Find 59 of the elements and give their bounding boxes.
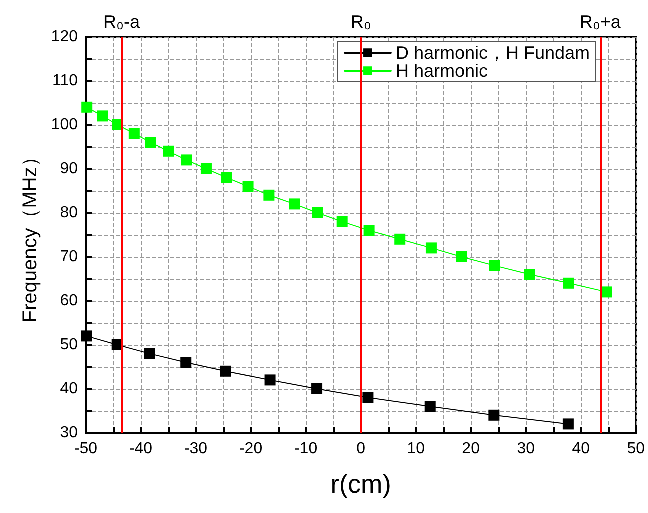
point bbox=[180, 357, 192, 368]
point bbox=[181, 154, 192, 166]
point bbox=[312, 384, 323, 394]
point bbox=[264, 190, 275, 201]
y-tick-label: 70 bbox=[60, 248, 78, 266]
point bbox=[426, 242, 437, 254]
y-tick-label: 100 bbox=[51, 116, 78, 134]
x-axis-title: r(cm) bbox=[330, 469, 392, 499]
legend-label: D harmonic，H Fundam bbox=[396, 43, 590, 63]
y-axis-title: Frequency（MHz） bbox=[19, 147, 42, 323]
point bbox=[601, 286, 612, 298]
point bbox=[394, 234, 406, 245]
y-tick-label: 50 bbox=[60, 336, 78, 354]
x-tick-label: 0 bbox=[356, 440, 366, 458]
point bbox=[97, 110, 108, 122]
point bbox=[488, 410, 500, 421]
y-tick-label: 110 bbox=[52, 72, 78, 90]
ref-line-label: R₀-a bbox=[104, 12, 141, 32]
x-tick-label: 30 bbox=[517, 440, 536, 458]
point bbox=[563, 278, 574, 289]
x-tick-label: 20 bbox=[462, 440, 480, 458]
point bbox=[163, 146, 174, 157]
point bbox=[82, 102, 93, 113]
point bbox=[264, 374, 276, 386]
x-tick-label: -50 bbox=[74, 440, 98, 458]
point bbox=[524, 269, 536, 280]
point bbox=[362, 392, 374, 404]
point bbox=[489, 260, 500, 272]
x-tick-label: -40 bbox=[129, 440, 153, 458]
point bbox=[200, 164, 212, 174]
point bbox=[81, 330, 92, 342]
x-tick-label: -10 bbox=[294, 440, 318, 458]
point bbox=[562, 418, 574, 430]
point bbox=[145, 137, 156, 148]
point bbox=[242, 181, 254, 192]
y-tick-label: 60 bbox=[60, 292, 78, 310]
point bbox=[336, 216, 348, 228]
point bbox=[221, 172, 232, 184]
x-tick-label: 50 bbox=[627, 440, 646, 458]
point bbox=[456, 252, 468, 262]
y-tick-label: 90 bbox=[60, 160, 78, 178]
y-tick-label: 30 bbox=[60, 424, 78, 442]
x-tick-label: 40 bbox=[572, 440, 590, 458]
point bbox=[364, 225, 375, 236]
y-tick-label: 80 bbox=[60, 204, 78, 222]
point bbox=[144, 348, 156, 360]
x-tick-label: 10 bbox=[407, 440, 426, 458]
point bbox=[128, 128, 140, 140]
ref-line-label: R₀+a bbox=[580, 12, 622, 32]
x-tick-label: -20 bbox=[239, 440, 263, 458]
legend-label: H harmonic bbox=[396, 61, 488, 81]
ref-line-label: R₀ bbox=[350, 12, 372, 32]
point bbox=[424, 401, 436, 412]
y-tick-label: 40 bbox=[60, 380, 78, 398]
point bbox=[220, 366, 232, 377]
point bbox=[288, 198, 300, 210]
point bbox=[312, 208, 324, 218]
x-tick-label: -30 bbox=[184, 440, 208, 458]
y-tick-label: 120 bbox=[51, 28, 78, 46]
